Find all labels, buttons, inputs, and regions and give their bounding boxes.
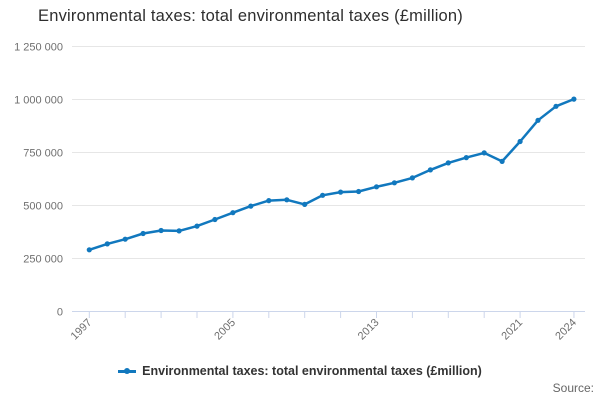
y-axis-tick-label: 750 000	[23, 148, 63, 160]
data-point[interactable]	[571, 96, 577, 102]
legend-item[interactable]: Environmental taxes: total environmental…	[0, 364, 600, 378]
data-point[interactable]	[176, 228, 182, 234]
data-point[interactable]	[158, 227, 164, 234]
data-point[interactable]	[86, 247, 92, 253]
data-point[interactable]	[122, 236, 128, 242]
data-point[interactable]	[284, 197, 290, 203]
y-axis-tick-label: 1 000 000	[14, 95, 63, 107]
data-point[interactable]	[320, 192, 326, 198]
data-point[interactable]	[517, 138, 523, 145]
x-axis-tick-label: 2024	[553, 317, 579, 343]
data-point[interactable]	[248, 203, 254, 209]
series-line	[88, 97, 576, 252]
data-point[interactable]	[230, 210, 236, 216]
data-point[interactable]	[104, 241, 110, 247]
y-axis-tick-label: 1 250 000	[14, 42, 63, 54]
x-axis-tick-label: 2021	[499, 317, 525, 343]
data-point[interactable]	[302, 201, 308, 207]
data-point[interactable]	[409, 175, 415, 181]
data-point[interactable]	[373, 184, 380, 190]
y-axis-tick-label: 500 000	[23, 201, 63, 213]
data-point[interactable]	[212, 216, 218, 223]
y-axis-tick-label: 0	[57, 307, 63, 319]
data-point[interactable]	[266, 198, 272, 204]
data-point[interactable]	[427, 167, 433, 173]
data-point[interactable]	[535, 117, 541, 123]
x-axis-tick-label: 1997	[69, 317, 95, 343]
data-point[interactable]	[338, 189, 344, 195]
x-axis-tick-label: 2013	[356, 317, 382, 343]
data-point[interactable]	[463, 155, 469, 161]
data-point[interactable]	[499, 158, 505, 164]
y-axis-tick-label: 250 000	[23, 254, 63, 266]
chart-title: Environmental taxes: total environmental…	[38, 7, 464, 25]
source-caption: Source:	[552, 381, 594, 395]
data-point[interactable]	[445, 160, 451, 166]
data-point[interactable]	[481, 150, 487, 156]
data-point[interactable]	[194, 223, 200, 229]
data-point[interactable]	[356, 188, 362, 195]
legend-label: Environmental taxes: total environmental…	[142, 364, 482, 378]
data-point[interactable]	[140, 230, 146, 237]
data-point[interactable]	[553, 103, 559, 109]
x-axis-tick-label: 2005	[212, 317, 238, 343]
legend-line-marker-icon	[118, 366, 137, 376]
data-point[interactable]	[391, 180, 397, 186]
plot-area: 0 250 000 500 000 750 000 1 000 000 1 250 000…	[14, 42, 585, 343]
